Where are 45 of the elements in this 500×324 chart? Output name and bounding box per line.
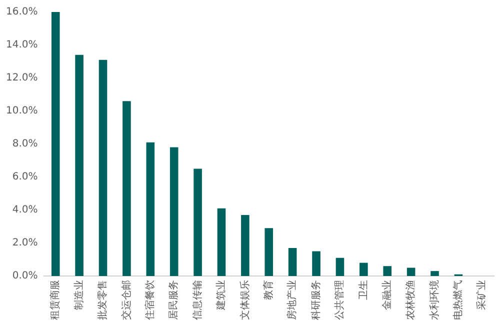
x-tick-label: 科研服务 xyxy=(310,280,322,320)
x-tick-label: 租赁商服 xyxy=(49,280,62,320)
bar xyxy=(51,12,60,276)
y-tick-label: 0.0% xyxy=(12,270,38,282)
x-tick-label: 采矿业 xyxy=(476,280,488,310)
y-tick-label: 6.0% xyxy=(12,172,38,183)
x-tick-label: 房地产业 xyxy=(286,280,298,320)
bar xyxy=(241,214,250,276)
y-tick-label: 12.0% xyxy=(6,72,38,84)
y-tick-label: 8.0% xyxy=(12,138,38,150)
bar xyxy=(264,228,274,276)
x-tick-label: 农林牧渔 xyxy=(404,280,417,320)
y-tick-label: 4.0% xyxy=(12,204,38,216)
x-tick-label: 住宿餐饮 xyxy=(144,280,156,320)
x-tick-label: 制造业 xyxy=(72,280,85,310)
bar xyxy=(170,147,178,276)
bar xyxy=(122,101,131,276)
y-tick-label: 2.0% xyxy=(12,238,38,249)
bar xyxy=(312,251,320,276)
x-tick-label: 信息传输 xyxy=(191,280,204,320)
x-tick-label: 交运仓邮 xyxy=(120,280,132,320)
y-tick-label: 14.0% xyxy=(6,40,38,51)
y-tick-label: 10.0% xyxy=(6,106,38,117)
x-tick-label: 电热燃气 xyxy=(452,280,464,320)
bar xyxy=(360,262,368,276)
x-tick-label: 水利环境 xyxy=(428,280,440,320)
x-tick-label: 金融业 xyxy=(380,280,393,310)
x-tick-label: 卫生 xyxy=(357,280,370,300)
x-tick-label: 居民服务 xyxy=(168,280,180,320)
bar xyxy=(288,248,297,276)
bar xyxy=(406,268,416,276)
bar xyxy=(383,266,392,276)
bar xyxy=(217,208,226,276)
bar xyxy=(194,168,202,276)
x-tick-label: 建筑业 xyxy=(215,280,228,311)
bar xyxy=(430,271,439,276)
bar xyxy=(146,142,155,276)
x-tick-label: 批发零售 xyxy=(96,280,109,320)
bar xyxy=(75,54,84,276)
x-tick-label: 教育 xyxy=(262,280,274,300)
x-tick-label: 公共管理 xyxy=(334,280,346,320)
bar xyxy=(336,258,344,276)
bar xyxy=(98,60,108,276)
y-tick-label: 16.0% xyxy=(6,6,38,18)
x-tick-label: 文体娱乐 xyxy=(238,280,251,320)
